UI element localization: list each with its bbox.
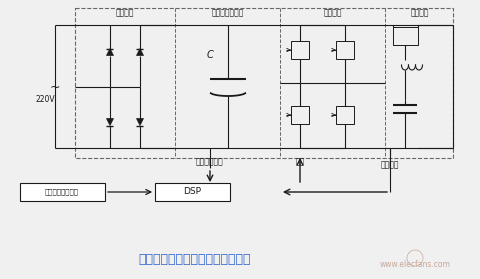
Text: 图为传统的感应加热电源电路结构: 图为传统的感应加热电源电路结构 (138, 254, 251, 266)
Bar (392, 27, 417, 45)
Polygon shape (106, 119, 113, 126)
Bar (75, 8, 452, 158)
Text: 故障检测保护电路: 故障检测保护电路 (45, 189, 79, 195)
Text: 负载检测: 负载检测 (380, 160, 398, 170)
Bar (336, 106, 353, 124)
Bar (290, 106, 308, 124)
Bar (336, 41, 353, 59)
Text: 220V: 220V (35, 95, 55, 105)
Text: C: C (206, 50, 213, 60)
Text: 逆变电路: 逆变电路 (323, 8, 342, 18)
Text: 不控整流: 不控整流 (116, 8, 134, 18)
Text: 驱动: 驱动 (295, 158, 304, 167)
Bar (155, 183, 229, 201)
Bar (290, 41, 308, 59)
Polygon shape (136, 49, 143, 56)
Polygon shape (106, 49, 113, 56)
Bar (20, 183, 105, 201)
Text: 电压电流检测: 电压电流检测 (196, 158, 223, 167)
Polygon shape (136, 119, 143, 126)
Text: DSP: DSP (182, 187, 201, 196)
Text: 大电容储能滤波: 大电容储能滤波 (211, 8, 244, 18)
Text: 谐振负载: 谐振负载 (410, 8, 428, 18)
Text: www.elecfans.com: www.elecfans.com (379, 261, 449, 270)
Text: ~: ~ (49, 81, 60, 93)
